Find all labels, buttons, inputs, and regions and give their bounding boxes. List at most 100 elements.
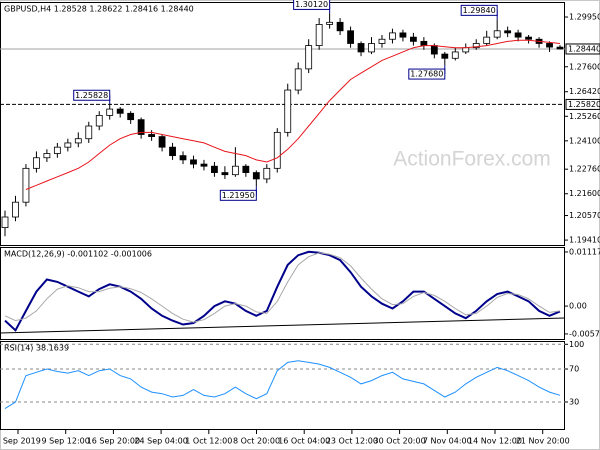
candle-body [409,36,417,42]
y-tick-label: 1.19410 [569,236,600,245]
x-tick-label: 21 Nov 20:00 [516,437,570,446]
series-line [4,252,561,323]
candle-body [95,115,103,127]
panel-frame [0,341,565,430]
x-tick-label: 1 Oct 12:00 [185,437,232,446]
y-tick-label: 1.25260 [569,112,600,121]
x-tick-label: 30 Oct 20:00 [374,437,426,446]
annotation-label: 1.25828 [75,91,108,100]
candle-body [294,68,302,91]
candle-body [106,108,114,116]
annotation-label: 1.29840 [463,6,496,15]
candle-body [273,131,281,169]
candle-body [74,138,82,144]
panel-title: GBPUSD,H4 1.28528 1.28622 1.28416 1.2844… [4,5,194,14]
x-tick-label: 14 Nov 12:00 [468,437,522,446]
y-tick-label: 1.26420 [569,87,600,96]
candle-body [420,40,428,46]
candle-body [368,43,375,53]
candle-body [493,30,501,38]
candle-body [546,43,553,48]
x-tick-label: 16 Sep 20:00 [87,437,140,446]
candle-body [252,172,260,180]
candle-body [53,146,61,154]
candle-body [525,36,532,40]
candle-body [556,46,564,50]
y-tick-label: 0.00 [569,302,587,311]
candle-body [12,201,19,218]
panel-title: MACD(12,26,9) -0.001102 -0.001006 [4,250,152,259]
candle-body [169,146,176,157]
annotation-box [73,89,111,101]
x-tick-label: 9 Sep 12:00 [42,437,90,446]
candle-body [462,47,470,53]
price-label-box [565,43,600,55]
annotation-label: 1.21950 [222,191,255,200]
candle-body [472,43,480,49]
annotation-box [460,4,498,16]
candle-body [1,216,9,228]
series-line [4,250,561,332]
y-tick-label: 70 [569,365,579,374]
y-tick-label: 0.011177 [569,247,600,256]
panel-title: RSI(14) 38.1639 [4,344,69,353]
panel-frame [0,2,565,246]
candle-body [85,125,93,140]
candle-body [116,108,124,114]
candle-body [190,159,197,165]
candle-body [305,45,313,70]
annotation-box [408,68,446,80]
series-line [4,360,561,410]
y-tick-label: 1.21600 [569,189,600,198]
y-tick-label: -0.005746 [569,329,600,338]
y-tick-label: 1.24100 [569,136,600,145]
y-tick-label: 1.22760 [569,165,600,174]
price-label-box [565,98,600,110]
y-tick-label: 100 [569,340,584,349]
y-tick-label: 30 [569,397,579,406]
candle-body [242,165,250,173]
candle-body [430,45,438,55]
price-label: 1.28440 [568,44,600,53]
trend-line [0,317,566,334]
candle-body [263,167,271,180]
x-tick-label: 23 Oct 12:00 [326,437,378,446]
candle-body [336,21,344,32]
candle-body [148,134,156,137]
candle-body [357,43,365,53]
candle-body [64,142,72,148]
candle-body [451,51,459,59]
candle-body [33,157,40,169]
annotation-box [293,0,331,10]
candle-body [231,165,239,176]
candle-body [315,24,323,46]
candle-body [441,53,449,59]
x-tick-label: 24 Sep 04:00 [134,437,187,446]
annotation-box [219,189,257,201]
candle-body [200,163,208,167]
candle-body [284,89,292,133]
y-tick-label: 1.29950 [569,13,600,22]
candle-body [399,32,407,38]
candle-body [127,112,135,121]
y-tick-label: 1.27600 [569,62,600,71]
x-tick-label: 16 Oct 04:00 [278,437,330,446]
annotation-label: 1.30120 [295,0,328,9]
annotation-label: 1.27680 [410,70,443,79]
candle-body [347,30,354,44]
panel-frame [0,247,565,340]
candle-body [389,32,396,40]
candle-body [137,119,145,135]
candle-body [179,155,187,161]
candle-body [514,32,522,38]
x-tick-label: 8 Oct 20:00 [233,437,280,446]
series-line [25,39,561,190]
watermark: ActionForex.com [393,148,551,171]
price-label: 1.25820 [568,100,600,109]
candle-body [43,153,51,159]
x-tick-label: 7 Nov 04:00 [423,437,472,446]
candle-body [211,165,218,173]
x-tick-label: 2 Sep 2019 [0,437,41,446]
candle-body [504,30,512,34]
